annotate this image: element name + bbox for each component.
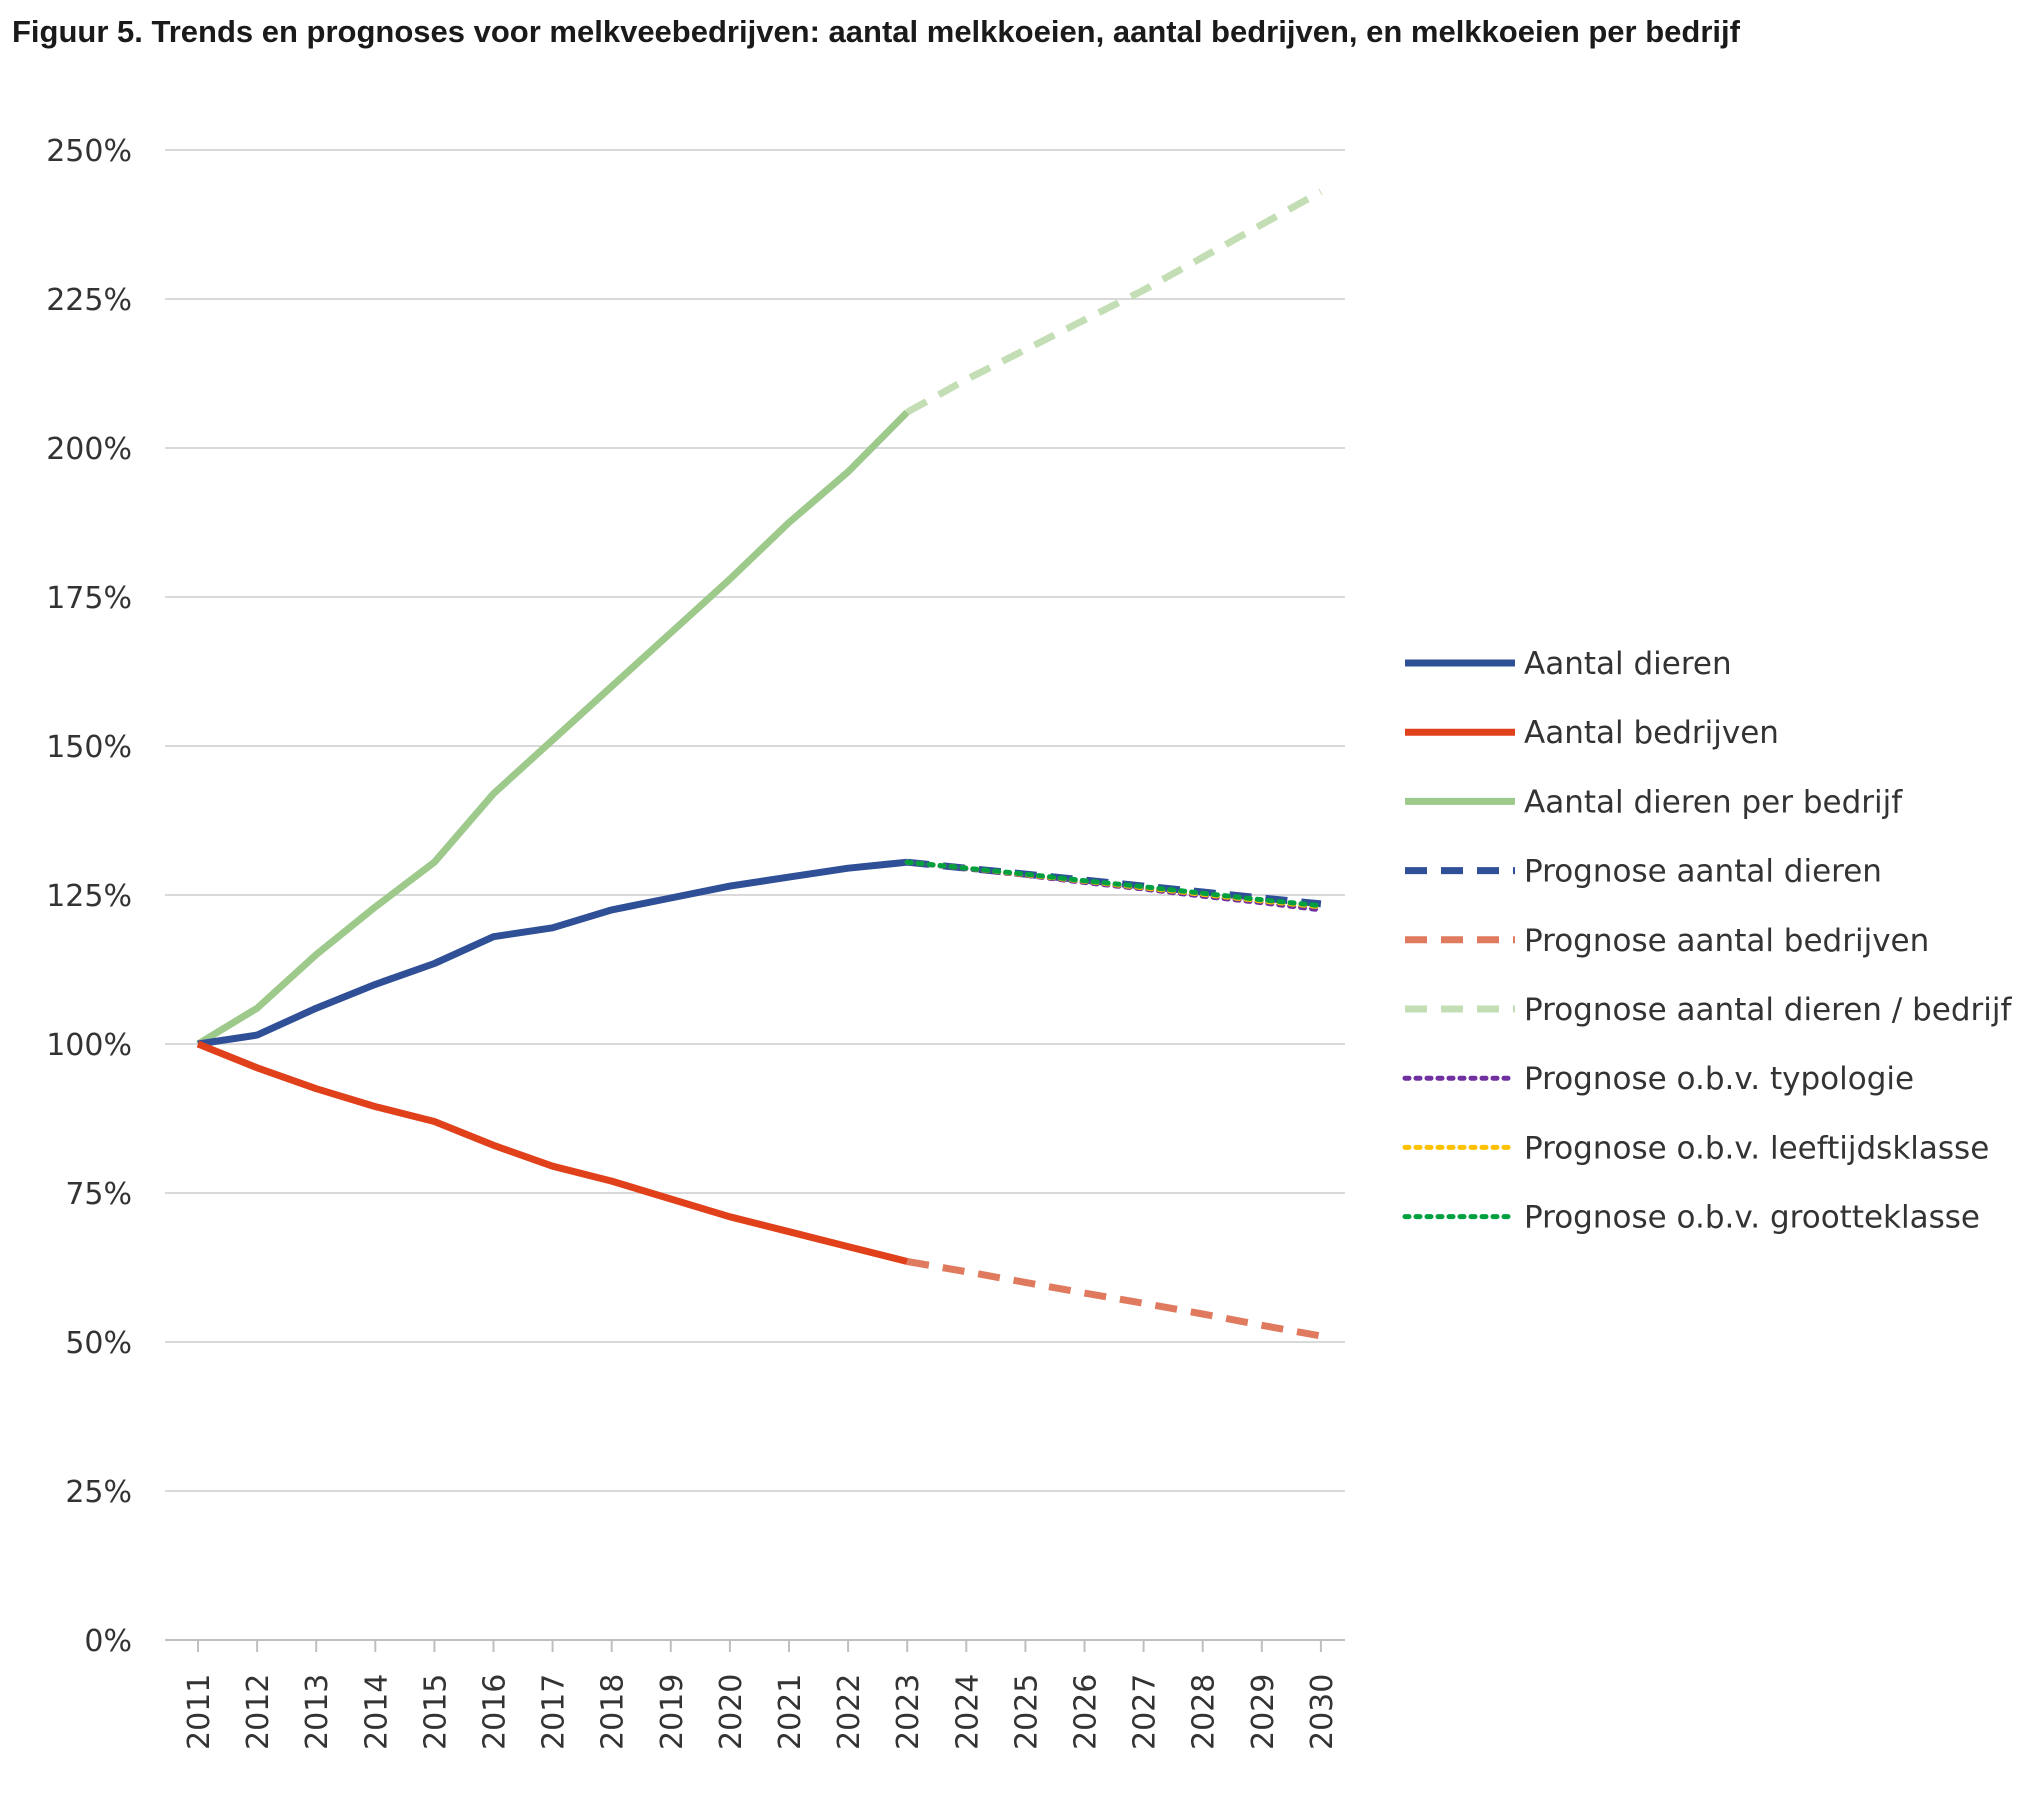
y-tick-label: 100% [46, 1028, 132, 1063]
x-axis-ticks: 2011 2012 2013 2014 2015 2016 2017 2018 2019 2020… [182, 1640, 1340, 1750]
series-line-aantal-dieren [197, 858, 908, 1048]
y-tick-label: 250% [46, 134, 132, 169]
y-tick-label: 175% [46, 581, 132, 616]
y-tick-label: 150% [46, 730, 132, 765]
x-tick-label: 2014 [359, 1674, 394, 1750]
legend-label: Aantal bedrijven [1524, 715, 1779, 751]
series-line-prognose-o-b-v-grootteklasse [904, 859, 1324, 909]
x-tick-label: 2022 [832, 1674, 867, 1750]
x-tick-label: 2012 [241, 1674, 276, 1750]
series-line-aantal-bedrijven [196, 1040, 909, 1265]
y-tick-label: 0% [84, 1624, 132, 1659]
x-tick-label: 2015 [418, 1674, 453, 1750]
legend-label: Prognose aantal dieren [1524, 854, 1882, 890]
x-tick-label: 2026 [1069, 1674, 1104, 1750]
x-tick-label: 2024 [950, 1674, 985, 1750]
x-tick-label: 2018 [596, 1674, 631, 1750]
x-tick-label: 2023 [891, 1674, 926, 1750]
y-axis-ticks: 0% 25% 50% 75% 100% 125% 150% 175% 200% 225% 250% [46, 134, 132, 1659]
legend-label: Prognose o.b.v. grootteklasse [1524, 1200, 1980, 1236]
y-tick-label: 225% [46, 283, 132, 318]
x-tick-label: 2028 [1187, 1674, 1222, 1750]
x-tick-label: 2029 [1246, 1674, 1281, 1750]
grid [165, 149, 1345, 1641]
y-tick-label: 75% [65, 1177, 132, 1212]
series-line-prognose-aantal-dieren-bedrijf [905, 188, 1323, 416]
y-tick-label: 50% [65, 1326, 132, 1361]
y-tick-label: 125% [46, 879, 132, 914]
series-line-aantal-dieren-per-bedrijf [196, 409, 910, 1047]
x-tick-label: 2020 [714, 1674, 749, 1750]
x-tick-label: 2017 [537, 1674, 572, 1750]
legend-label: Aantal dieren [1524, 646, 1732, 682]
x-tick-label: 2021 [773, 1674, 808, 1750]
legend-label: Prognose o.b.v. leeftijdsklasse [1524, 1130, 1989, 1166]
x-tick-label: 2030 [1305, 1674, 1340, 1750]
x-tick-label: 2013 [300, 1674, 335, 1750]
series-line-prognose-aantal-bedrijven [906, 1258, 1322, 1340]
legend-label: Prognose o.b.v. typologie [1524, 1061, 1914, 1097]
x-tick-label: 2025 [1009, 1674, 1044, 1750]
series-lines [196, 188, 1324, 1340]
legend-label: Prognose aantal bedrijven [1524, 923, 1929, 959]
legend-label: Prognose aantal dieren / bedrijf [1524, 992, 2013, 1028]
legend: Aantal dieren Aantal bedrijven Aantal dier… [1402, 646, 2013, 1236]
x-tick-label: 2011 [182, 1674, 217, 1750]
x-tick-label: 2016 [478, 1674, 513, 1750]
y-tick-label: 200% [46, 432, 132, 467]
chart-title: Figuur 5. Trends en prognoses voor melkv… [12, 14, 1741, 49]
legend-label: Aantal dieren per bedrijf [1524, 784, 1903, 820]
x-tick-label: 2027 [1128, 1674, 1163, 1750]
y-tick-label: 25% [65, 1475, 132, 1510]
x-tick-label: 2019 [655, 1674, 690, 1750]
